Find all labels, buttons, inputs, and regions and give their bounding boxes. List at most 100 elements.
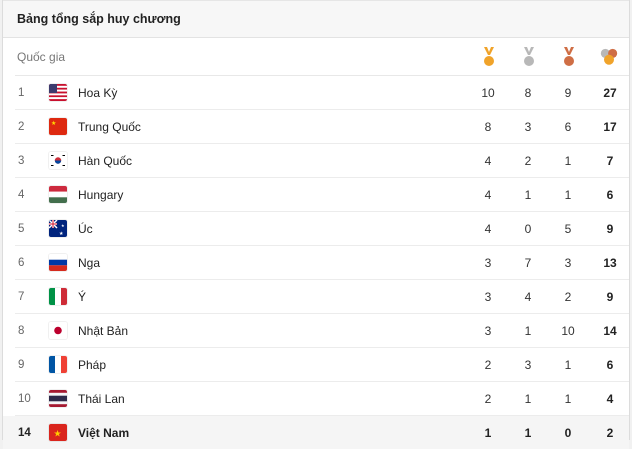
gold-count: 2 [484, 357, 492, 372]
total-count: 14 [603, 323, 617, 338]
bronze-count: 1 [564, 187, 572, 202]
silver-count: 1 [524, 323, 532, 338]
svg-text:★: ★ [51, 120, 56, 127]
bronze-count: 5 [564, 221, 572, 236]
france-flag-icon [49, 356, 67, 373]
gold-count: 2 [484, 391, 492, 406]
table-row-hungary[interactable]: 4 Hungary 4 1 1 6 [15, 178, 629, 212]
total-count: 9 [606, 221, 614, 236]
table-row-vietnam[interactable]: 14 ★ Việt Nam 1 1 0 2 [3, 416, 629, 449]
table-row-france[interactable]: 9 Pháp 2 3 1 6 [15, 348, 629, 382]
rank: 5 [18, 222, 25, 235]
table-row-south-korea[interactable]: 3 Hàn Quốc 4 2 1 7 [15, 144, 629, 178]
country-name[interactable]: Hàn Quốc [78, 153, 133, 168]
rank: 14 [18, 426, 31, 439]
italy-flag-icon [49, 288, 67, 305]
gold-count: 10 [481, 85, 495, 100]
table-row-us[interactable]: 1 Hoa Kỳ 10 8 9 27 [15, 76, 629, 110]
us-flag-icon [49, 84, 67, 101]
table-row-russia[interactable]: 6 Nga 3 7 3 13 [15, 246, 629, 280]
thailand-flag-icon [49, 390, 67, 407]
vietnam-flag-icon: ★ [49, 424, 67, 441]
bronze-count: 1 [564, 391, 572, 406]
rank: 2 [18, 120, 25, 133]
medal-rows: 1 Hoa Kỳ 10 8 9 27 2 ★ Trung Quốc 8 3 6 … [3, 76, 629, 449]
country-name[interactable]: Hungary [78, 187, 124, 202]
country-name[interactable]: Pháp [78, 357, 107, 372]
rank: 7 [18, 290, 25, 303]
south-korea-flag-icon [49, 152, 67, 169]
svg-text:★: ★ [61, 223, 65, 228]
gold-count: 1 [484, 425, 492, 440]
japan-flag-icon [49, 322, 67, 339]
country-name[interactable]: Trung Quốc [78, 119, 141, 134]
total-count: 7 [606, 153, 614, 168]
title-bar: Bảng tổng sắp huy chương [3, 0, 629, 38]
total-count: 13 [603, 255, 617, 270]
gold-count: 4 [484, 221, 492, 236]
country-name[interactable]: Nhật Bản [78, 323, 129, 338]
total-count: 9 [606, 289, 614, 304]
bronze-count: 10 [561, 323, 575, 338]
bronze-count: 2 [564, 289, 572, 304]
country-name[interactable]: Thái Lan [78, 391, 125, 406]
silver-count: 4 [524, 289, 532, 304]
gold-count: 3 [484, 289, 492, 304]
silver-count: 8 [524, 85, 532, 100]
silver-count: 1 [524, 187, 532, 202]
country-name[interactable]: Ý [78, 289, 87, 304]
country-name[interactable]: Hoa Kỳ [78, 85, 118, 100]
rank: 4 [18, 188, 25, 201]
australia-flag-icon: ★ ★ [49, 220, 67, 237]
rank: 9 [18, 358, 25, 371]
china-flag-icon: ★ [49, 118, 67, 135]
table-row-japan[interactable]: 8 Nhật Bản 3 1 10 14 [15, 314, 629, 348]
table-row-australia[interactable]: 5 ★ ★ Úc 4 0 5 9 [15, 212, 629, 246]
svg-text:★: ★ [54, 429, 62, 439]
table-title: Bảng tổng sắp huy chương [17, 12, 181, 26]
bronze-count: 6 [564, 119, 572, 134]
rank: 3 [18, 154, 25, 167]
country-name[interactable]: Úc [78, 221, 93, 236]
total-count: 2 [606, 425, 614, 440]
bronze-count: 3 [564, 255, 572, 270]
silver-count: 1 [524, 391, 532, 406]
country-column-header: Quốc gia [17, 49, 66, 64]
gold-count: 8 [484, 119, 492, 134]
table-row-thailand[interactable]: 10 Thái Lan 2 1 1 4 [15, 382, 629, 416]
silver-count: 3 [524, 357, 532, 372]
table-row-china[interactable]: 2 ★ Trung Quốc 8 3 6 17 [15, 110, 629, 144]
table-row-italy[interactable]: 7 Ý 3 4 2 9 [15, 280, 629, 314]
gold-count: 4 [484, 153, 492, 168]
bronze-medal-icon [564, 47, 574, 66]
hungary-flag-icon [49, 186, 67, 203]
silver-count: 3 [524, 119, 532, 134]
rank: 1 [18, 86, 25, 99]
total-count: 6 [606, 357, 614, 372]
total-medals-icon [600, 48, 618, 65]
total-count: 27 [603, 85, 617, 100]
gold-medal-icon [484, 47, 494, 66]
silver-count: 1 [524, 425, 532, 440]
country-name[interactable]: Việt Nam [78, 425, 130, 440]
bronze-count: 9 [564, 85, 572, 100]
bronze-count: 1 [564, 357, 572, 372]
country-name[interactable]: Nga [78, 255, 101, 270]
russia-flag-icon [49, 254, 67, 271]
rank: 10 [18, 392, 31, 405]
table-header: Quốc gia [15, 38, 629, 76]
bronze-count: 1 [564, 153, 572, 168]
total-count: 17 [603, 119, 617, 134]
rank: 8 [18, 324, 25, 337]
silver-count: 7 [524, 255, 532, 270]
gold-count: 3 [484, 255, 492, 270]
gold-count: 3 [484, 323, 492, 338]
silver-count: 0 [524, 221, 532, 236]
total-count: 6 [606, 187, 614, 202]
bronze-count: 0 [564, 425, 572, 440]
rank: 6 [18, 256, 25, 269]
silver-medal-icon [524, 47, 534, 66]
svg-text:★: ★ [59, 231, 64, 237]
gold-count: 4 [484, 187, 492, 202]
